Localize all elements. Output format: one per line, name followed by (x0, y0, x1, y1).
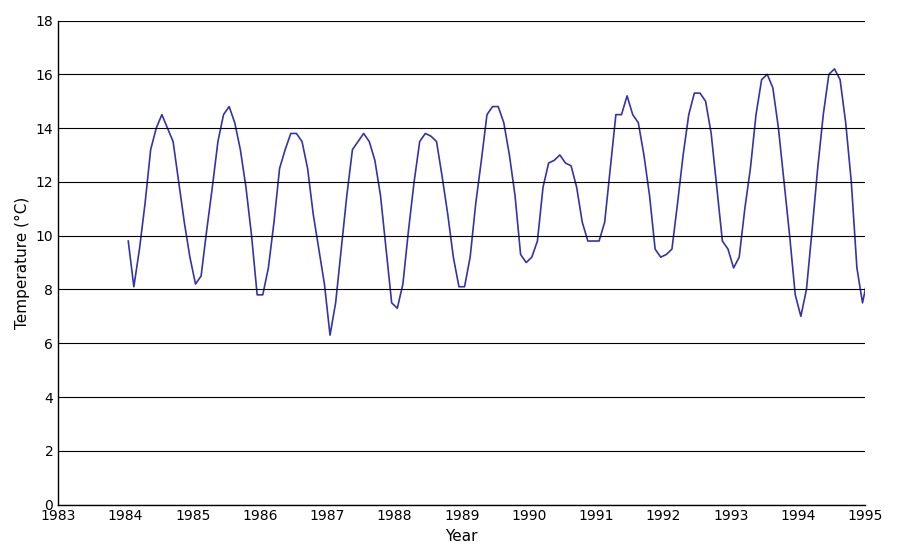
Y-axis label: Temperature (°C): Temperature (°C) (15, 196, 30, 329)
X-axis label: Year: Year (445, 529, 478, 544)
